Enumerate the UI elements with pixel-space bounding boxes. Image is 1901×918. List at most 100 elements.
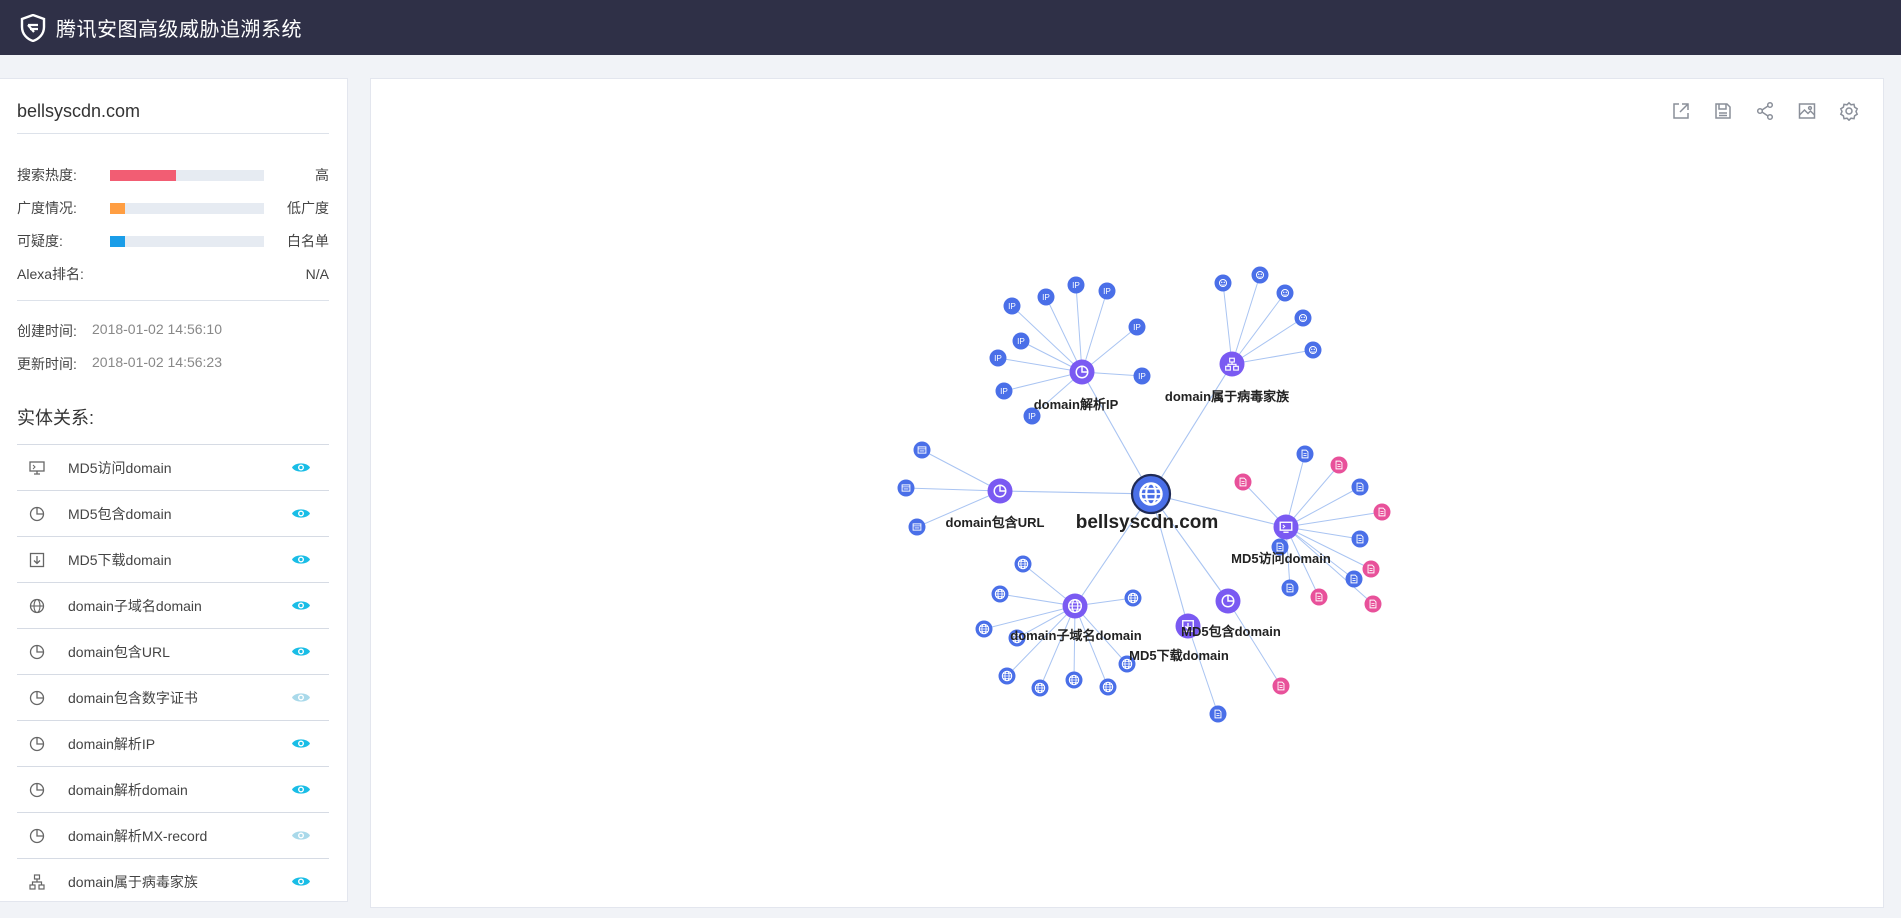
- stat-breadth: 广度情况: 低广度: [17, 198, 329, 218]
- stat-label: 广度情况:: [17, 200, 77, 216]
- relation-item[interactable]: domain包含URL: [17, 629, 329, 675]
- svg-text:IP: IP: [1000, 387, 1008, 396]
- graph-leaf-node[interactable]: IP: [1037, 288, 1055, 306]
- graph-edge: [1075, 284, 1083, 373]
- graph-leaf-node[interactable]: [1214, 274, 1232, 292]
- image-icon[interactable]: [1795, 99, 1819, 123]
- relation-item[interactable]: domain包含数字证书: [17, 675, 329, 721]
- eye-icon[interactable]: [290, 691, 312, 705]
- graph-hub-label: MD5访问domain: [1231, 551, 1331, 566]
- graph-leaf-node[interactable]: [1008, 629, 1026, 647]
- graph-leaf-node[interactable]: [908, 518, 926, 536]
- graph-leaf-node[interactable]: [1099, 678, 1117, 696]
- stat-alexa: Alexa排名: N/A: [17, 264, 329, 284]
- graph-leaf-node[interactable]: [1014, 555, 1032, 573]
- graph-edge: [1150, 493, 1229, 602]
- monitor-icon: [28, 459, 46, 477]
- graph-leaf-node[interactable]: [913, 441, 931, 459]
- graph-leaf-node[interactable]: IP: [989, 349, 1007, 367]
- domain-info-panel: bellsyscdn.com 搜索热度: 高 广度情况: 低广度 可疑度: 白名…: [0, 78, 348, 902]
- graph-leaf-node[interactable]: IP: [1012, 332, 1030, 350]
- graph-nodes: IP IP IP IP IP IP IP IP IP IP: [897, 266, 1391, 723]
- relation-item[interactable]: MD5访问domain: [17, 445, 329, 491]
- eye-icon[interactable]: [290, 553, 312, 567]
- graph-leaf-node[interactable]: IP: [1128, 318, 1146, 336]
- graph-edge: [1285, 526, 1372, 570]
- graph-leaf-node[interactable]: [1294, 309, 1312, 327]
- graph-toolbar: [1669, 99, 1861, 123]
- graph-leaf-node[interactable]: IP: [1098, 282, 1116, 300]
- graph-hub-node[interactable]: [1215, 588, 1241, 614]
- created-time-value: 2018-01-02 14:56:10: [92, 321, 222, 337]
- relation-label: domain解析domain: [68, 781, 188, 798]
- graph-leaf-node[interactable]: [998, 667, 1016, 685]
- graph-leaf-node[interactable]: [1276, 284, 1294, 302]
- graph-hub-node[interactable]: [1273, 514, 1299, 540]
- graph-leaf-node[interactable]: [1234, 473, 1252, 491]
- eye-icon[interactable]: [290, 737, 312, 751]
- graph-center-node[interactable]: [1130, 473, 1172, 515]
- stat-search-heat: 搜索热度: 高: [17, 165, 329, 185]
- graph-leaf-node[interactable]: [1362, 560, 1380, 578]
- graph-leaf-node[interactable]: [1031, 679, 1049, 697]
- graph-leaf-node[interactable]: [1209, 705, 1227, 723]
- graph-leaf-node[interactable]: [1271, 538, 1289, 556]
- relation-item[interactable]: domain解析MX-record: [17, 813, 329, 859]
- graph-leaf-node[interactable]: [1296, 445, 1314, 463]
- graph-leaf-node[interactable]: [1345, 570, 1363, 588]
- graph-leaf-node[interactable]: [1251, 266, 1269, 284]
- graph-leaf-node[interactable]: IP: [1067, 276, 1085, 294]
- relation-item[interactable]: MD5下载domain: [17, 537, 329, 583]
- graph-leaf-node[interactable]: [1351, 478, 1369, 496]
- graph-edge: [1150, 493, 1287, 528]
- save-icon[interactable]: [1711, 99, 1735, 123]
- graph-leaf-node[interactable]: [1272, 677, 1290, 695]
- graph-leaf-node[interactable]: [1118, 655, 1136, 673]
- graph-leaf-node[interactable]: [1351, 530, 1369, 548]
- eye-icon[interactable]: [290, 829, 312, 843]
- graph-leaf-node[interactable]: IP: [1023, 407, 1041, 425]
- graph-leaf-node[interactable]: [1330, 456, 1348, 474]
- eye-icon[interactable]: [290, 599, 312, 613]
- graph-leaf-node[interactable]: [1065, 671, 1083, 689]
- graph-edge: [1285, 526, 1374, 605]
- eye-icon[interactable]: [290, 507, 312, 521]
- graph-edge: [1285, 453, 1306, 528]
- relationship-graph[interactable]: IPIPIPIPIPIPIPIPIPIPdomain解析IPdomain属于病毒…: [371, 79, 1885, 909]
- graph-edge: [1006, 605, 1076, 677]
- graph-leaf-node[interactable]: IP: [995, 382, 1013, 400]
- graph-leaf-node[interactable]: [1373, 503, 1391, 521]
- graph-leaf-node[interactable]: IP: [1003, 297, 1021, 315]
- graph-edge: [1150, 493, 1189, 627]
- relation-item[interactable]: domain解析IP: [17, 721, 329, 767]
- eye-icon[interactable]: [290, 645, 312, 659]
- relation-item[interactable]: MD5包含domain: [17, 491, 329, 537]
- graph-hub-node[interactable]: [987, 478, 1013, 504]
- graph-leaf-node[interactable]: [1124, 589, 1142, 607]
- graph-hub-node[interactable]: [1069, 359, 1095, 385]
- stat-value: N/A: [305, 266, 329, 282]
- graph-edge: [921, 449, 1001, 492]
- graph-hub-node[interactable]: [1219, 351, 1245, 377]
- share-icon[interactable]: [1753, 99, 1777, 123]
- graph-leaf-node[interactable]: [975, 620, 993, 638]
- pie-icon: [28, 781, 46, 799]
- graph-leaf-node[interactable]: [897, 479, 915, 497]
- graph-leaf-node[interactable]: IP: [1133, 367, 1151, 385]
- eye-icon[interactable]: [290, 875, 312, 889]
- relation-item[interactable]: domain属于病毒家族: [17, 859, 329, 901]
- eye-icon[interactable]: [290, 783, 312, 797]
- graph-leaf-node[interactable]: [1304, 341, 1322, 359]
- settings-icon[interactable]: [1837, 99, 1861, 123]
- external-link-icon[interactable]: [1669, 99, 1693, 123]
- graph-hub-node[interactable]: [1062, 593, 1088, 619]
- graph-leaf-node[interactable]: [1281, 579, 1299, 597]
- graph-leaf-node[interactable]: [1364, 595, 1382, 613]
- graph-hub-node[interactable]: [1175, 613, 1201, 639]
- relation-item[interactable]: domain子域名domain: [17, 583, 329, 629]
- graph-leaf-node[interactable]: [991, 585, 1009, 603]
- relation-item[interactable]: domain解析domain: [17, 767, 329, 813]
- graph-leaf-node[interactable]: [1310, 588, 1328, 606]
- eye-icon[interactable]: [290, 461, 312, 475]
- created-time: 创建时间: 2018-01-02 14:56:10: [17, 321, 222, 341]
